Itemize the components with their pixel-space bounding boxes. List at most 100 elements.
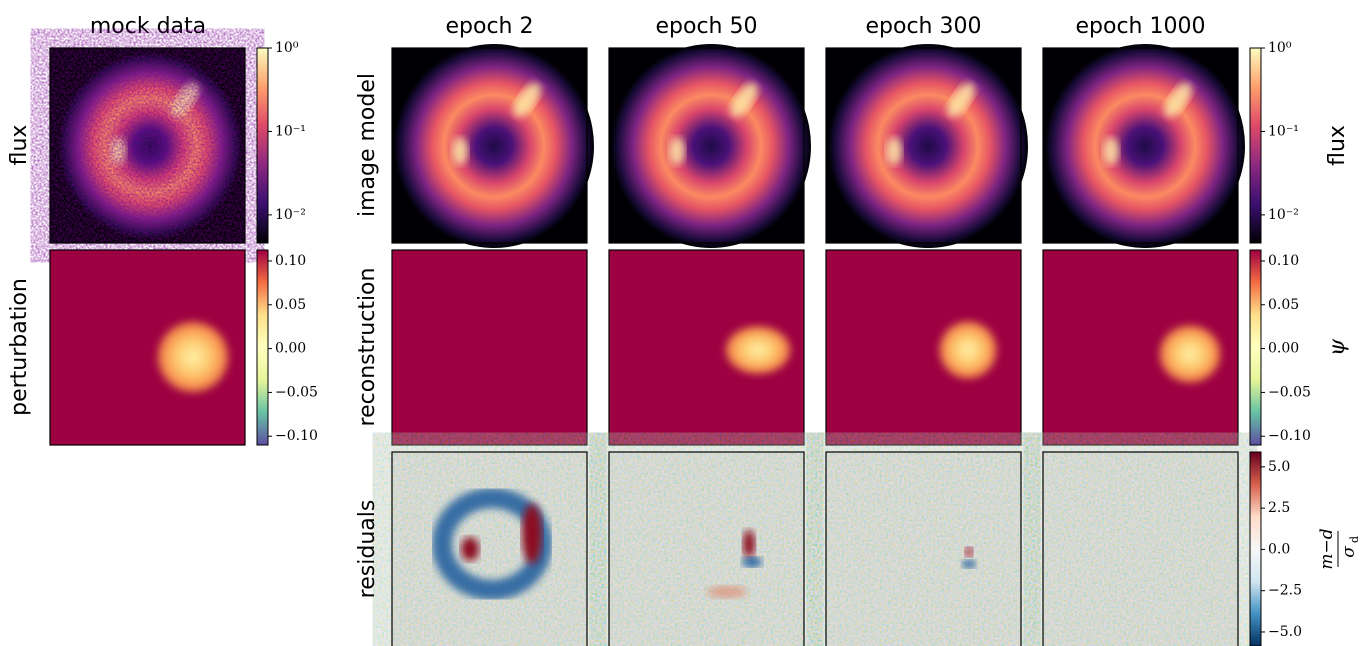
frame [608, 451, 805, 646]
ring [394, 44, 594, 248]
tick-label: −2.5 [1268, 583, 1302, 599]
ring [828, 44, 1028, 248]
column-title: epoch 50 [656, 14, 758, 39]
column-title: mock data [90, 14, 206, 39]
frame [391, 249, 588, 446]
colorbar-label: ψ [1325, 338, 1350, 356]
perturbation-image [49, 249, 246, 446]
frame [825, 47, 1022, 244]
tick-label: 0.00 [275, 341, 306, 357]
frame [608, 47, 805, 244]
noise [609, 452, 804, 646]
colorbar-label: m−d σd [1317, 528, 1361, 569]
spot [965, 547, 973, 557]
frame [1042, 249, 1239, 446]
tick-label: 10⁰ [1268, 40, 1292, 56]
perturbation-image [825, 249, 1022, 446]
colorbar [1249, 451, 1262, 646]
tick-label: 0.05 [1268, 297, 1299, 313]
noise [826, 452, 1021, 646]
spot [962, 560, 976, 568]
row-label: image model [355, 73, 380, 217]
frame [1042, 451, 1239, 646]
residual-image [825, 451, 1022, 646]
spot [707, 586, 747, 598]
tick-label: 2.5 [1268, 500, 1290, 516]
residual-image [608, 451, 805, 646]
bright-spot [513, 82, 541, 118]
bright-spot [886, 137, 902, 165]
denominator: σ [1339, 546, 1359, 558]
ring [611, 44, 811, 248]
frame [608, 249, 805, 446]
colorbar [1249, 47, 1262, 244]
bright-spot [1103, 137, 1119, 165]
tick-label: 5.0 [1268, 459, 1290, 475]
frame [49, 249, 246, 446]
colorbar-label: flux [1325, 125, 1350, 166]
tick-label: 0.0 [1268, 541, 1290, 557]
tick-label: 0.10 [275, 253, 306, 269]
bright-spot [669, 137, 685, 165]
tick-label: 10⁻² [1268, 207, 1299, 223]
spot [522, 504, 542, 564]
row-label: perturbation [7, 278, 32, 416]
blob [938, 320, 998, 380]
column-title: epoch 2 [446, 14, 534, 39]
tick-label: −0.05 [275, 384, 318, 400]
ring [1045, 44, 1245, 248]
flux-image [391, 44, 594, 248]
tick-label: −5.0 [1268, 624, 1302, 640]
spot [742, 557, 762, 567]
tick-label: 10⁻² [275, 207, 306, 223]
bright-spot [452, 137, 468, 165]
tick-label: −0.10 [275, 428, 318, 444]
tick-label: −0.10 [1268, 428, 1311, 444]
tick-label: 0.10 [1268, 253, 1299, 269]
perturbation-image [608, 249, 805, 446]
frame [391, 47, 588, 244]
tick-label: 10⁰ [275, 40, 299, 56]
row-label: flux [7, 125, 32, 166]
ring [432, 488, 552, 600]
noise [50, 48, 245, 243]
tick-label: 10⁻¹ [1268, 123, 1299, 139]
background [392, 250, 587, 445]
tick-label: 10⁻¹ [275, 123, 306, 139]
blob [1158, 324, 1222, 384]
row-label: residuals [355, 500, 380, 599]
tick-label: 0.05 [275, 297, 306, 313]
colorbar [256, 47, 269, 244]
frame [1042, 47, 1239, 244]
row-label: reconstruction [355, 268, 380, 427]
colorbar [1249, 249, 1262, 446]
frame [825, 451, 1022, 646]
column-title: epoch 1000 [1076, 14, 1206, 39]
frame [825, 249, 1022, 446]
bright-spot [1164, 82, 1192, 118]
tick-label: −0.05 [1268, 384, 1311, 400]
denominator-sub: d [1348, 536, 1361, 543]
frame [391, 451, 588, 646]
numerator: m−d [1317, 528, 1337, 569]
blob [724, 325, 792, 375]
tick-label: 0.00 [1268, 341, 1299, 357]
flux-image [825, 44, 1028, 248]
bright-spot [730, 82, 758, 118]
residual-image [391, 451, 588, 646]
flux-image [1042, 44, 1245, 248]
residual-image [1042, 451, 1239, 646]
noise [1043, 452, 1238, 646]
flux-image [49, 47, 246, 244]
column-title: epoch 300 [866, 14, 982, 39]
flux-image [608, 44, 811, 248]
noise [392, 452, 587, 646]
perturbation-image [391, 249, 588, 446]
spot [461, 537, 479, 561]
spot [743, 530, 755, 558]
frame [49, 47, 246, 244]
colorbar [256, 249, 269, 446]
blob [156, 320, 230, 394]
bright-spot [947, 82, 975, 118]
